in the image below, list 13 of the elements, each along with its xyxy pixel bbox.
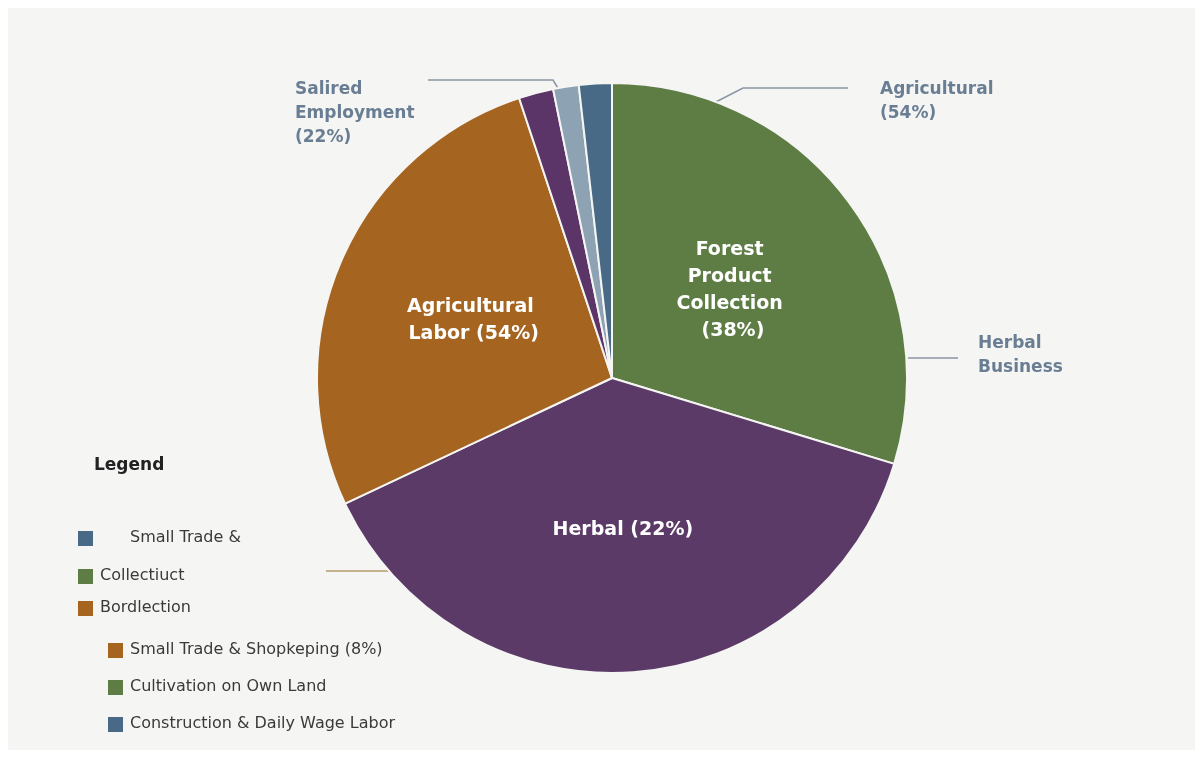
text: Small Trade & bbox=[130, 527, 241, 546]
slice-label: Herbal (22%) bbox=[552, 517, 694, 540]
text: Cultivation on Own Land bbox=[130, 676, 327, 695]
text: Collectiuct bbox=[100, 565, 185, 584]
text: Agricultural (54%) bbox=[880, 78, 1000, 122]
slice-label: Forest Product Collection (38%) bbox=[676, 236, 790, 340]
legend-title: Legend bbox=[94, 454, 165, 474]
text: Bordlection bbox=[100, 597, 191, 616]
text: Herbal Business bbox=[978, 332, 1063, 376]
slice-label: Agricultural Labor (54%) bbox=[406, 294, 541, 344]
text: Salired Employment (22%) bbox=[295, 78, 421, 146]
text: Construction & Daily Wage Labor bbox=[130, 713, 396, 732]
text: Small Trade & Shopkeping (8%) bbox=[130, 639, 383, 658]
